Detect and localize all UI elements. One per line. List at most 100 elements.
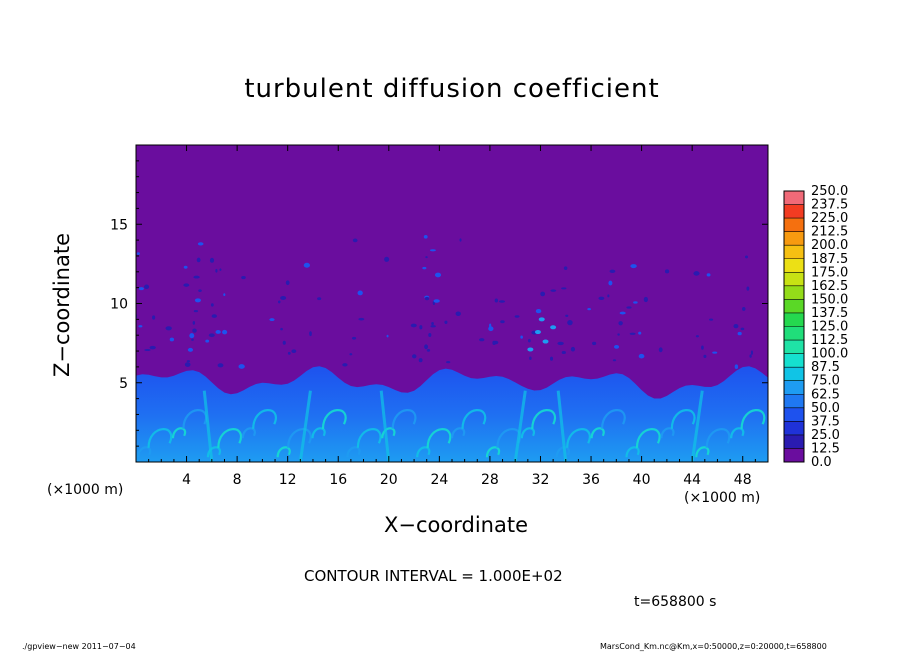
x-tick-label: 32 [532,472,550,488]
blob-mark [744,255,749,259]
blob-mark [607,294,610,298]
blob-mark [418,358,423,363]
swirl-mark [147,428,173,448]
blob-mark [561,287,567,290]
blob-mark [527,347,534,352]
blob-mark [570,346,576,352]
swirl-mark [241,427,256,439]
plume-mark [379,390,391,462]
blob-mark [423,235,428,239]
contour-interval-text: CONTOUR INTERVAL = 1.000E+02 [304,567,563,585]
blob-mark [197,242,204,246]
blob-mark [352,238,358,243]
x-tick-label: 8 [233,472,242,488]
swirl-mark [381,427,396,439]
colorbar-label: 237.5 [811,198,848,213]
blob-mark [412,354,417,359]
colorbar-label: 200.0 [811,238,848,253]
colorbar-label: 175.0 [811,265,848,280]
swirl-mark [590,427,605,439]
blob-mark [433,299,440,303]
swirl-mark [416,446,431,458]
blob-mark [149,345,156,350]
blob-mark [609,269,616,273]
swirl-mark [391,409,417,429]
footer-right: MarsCond_Km.nc@Km,x=0:50000,z=0:20000,t=… [600,642,827,651]
blob-mark [291,349,297,354]
blob-mark [431,321,434,326]
blob-mark [749,354,752,358]
swirl-mark [730,427,745,439]
blob-mark [444,320,448,324]
blob-mark [701,345,704,350]
blob-mark [712,351,718,354]
blob-mark [430,325,436,328]
colorbar-label: 25.0 [811,428,840,443]
swirl-mark [531,409,557,429]
x-tick-label: 20 [380,472,398,488]
blob-mark [587,307,591,311]
blob-mark [219,268,222,272]
blob-mark [750,350,753,355]
blob-mark [534,330,541,335]
blob-mark [144,284,150,290]
blob-mark [626,306,632,309]
blob-mark [152,315,156,320]
blob-mark [709,318,714,321]
blob-mark [703,354,707,359]
blob-mark [191,338,194,341]
blob-mark [386,334,389,338]
colorbar-segment [784,421,804,435]
colorbar-segment [784,191,804,205]
blob-mark [619,311,626,315]
blob-mark [742,307,746,311]
x-tick-label: 24 [430,472,448,488]
blob-mark [494,298,498,303]
colorbar-label: 112.5 [811,333,848,348]
blob-mark [658,347,663,353]
blob-mark [638,353,645,359]
swirl-mark [206,446,222,458]
y-tick-label: 5 [119,376,128,392]
blob-mark [746,286,750,291]
blob-mark [192,321,196,325]
swirl-mark [485,446,501,458]
x-tick-label: 16 [329,472,347,488]
blob-mark [527,338,531,343]
y-tick-label: 15 [110,217,128,233]
blob-mark [428,332,432,337]
blob-mark [189,333,195,339]
y-axis-label: Z−coordinate [50,233,74,377]
colorbar-label: 75.0 [811,374,840,389]
swirl-mark [276,446,291,458]
blob-mark [187,347,194,352]
swirl-mark [705,428,731,448]
blob-mark [618,321,623,326]
swirl-mark [346,446,361,458]
blob-mark [342,363,348,367]
blob-mark [538,317,545,322]
blob-mark [492,340,496,345]
blob-mark [280,327,283,331]
blob-mark [563,266,568,271]
boundary-layer [136,366,768,462]
x-axis-label-text: X−coordinate [384,513,528,537]
blob-mark [186,360,191,363]
colorbar-label: 100.0 [811,347,848,362]
colorbar-segment [784,326,804,341]
swirl-mark [450,427,466,439]
blob-mark [357,290,363,296]
x-tick-label: 40 [633,472,651,488]
blob-mark [238,364,245,369]
colorbar-segment [784,394,804,408]
blob-mark [358,317,365,321]
y-tick-label: 10 [110,297,128,313]
blob-mark [184,362,191,367]
blob-mark [287,351,291,355]
blob-mark [643,296,648,303]
blob-mark [209,257,215,263]
blob-mark [561,350,566,354]
blob-mark [351,336,357,340]
blob-mark [205,339,210,343]
